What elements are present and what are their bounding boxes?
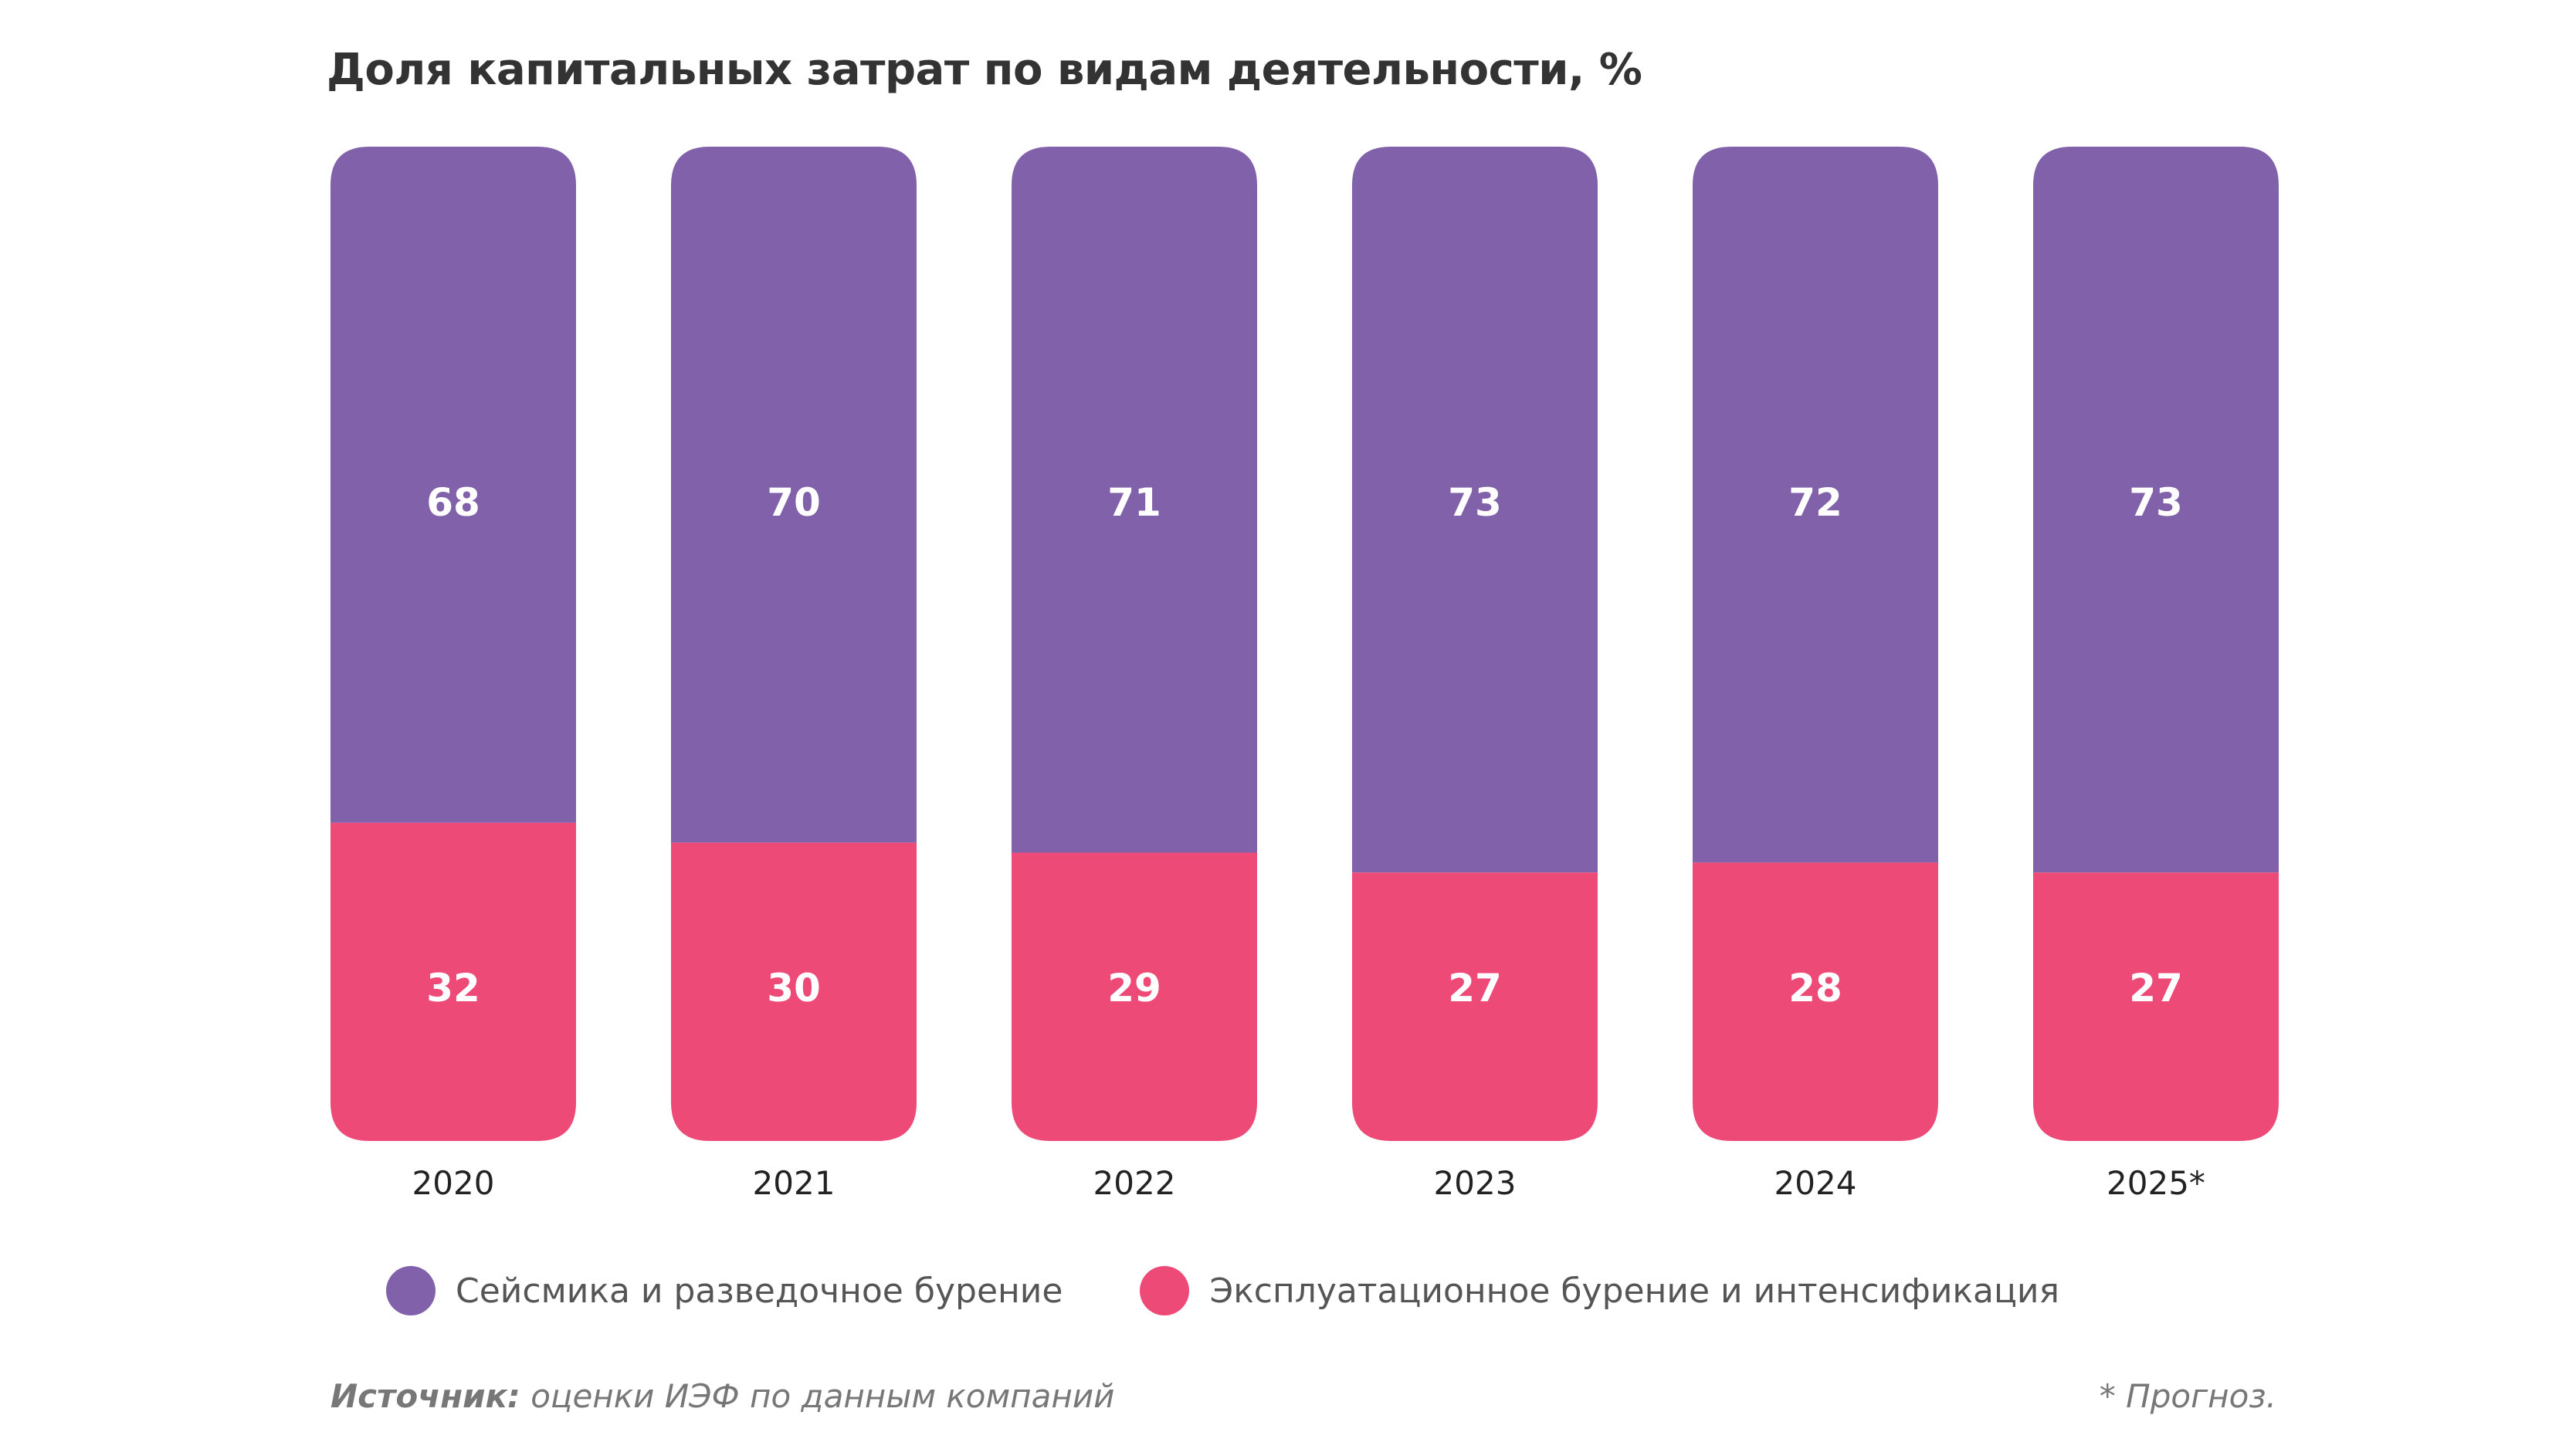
bar-seismic-1 [671,147,917,843]
bar-label-seismic-3: 73 [1448,480,1502,525]
legend-label-production: Эксплуатационное бурение и интенсификаци… [1209,1271,2059,1311]
source-text: оценки ИЭФ по данным компаний [530,1377,1115,1415]
x-tick-label-0: 2020 [412,1164,495,1202]
bar-seismic-5 [2033,147,2279,873]
bar-label-seismic-5: 73 [2129,480,2183,525]
x-tick-label-4: 2024 [1774,1164,1857,1202]
bar-seismic-2 [1012,147,1257,853]
bar-production-3 [1352,872,1598,1141]
forecast-note: * Прогноз. [2099,1377,2276,1415]
legend-swatch-production [1140,1266,1190,1315]
x-tick-label-2: 2022 [1093,1164,1176,1202]
bar-label-production-5: 27 [2129,966,2183,1011]
bar-label-production-2: 29 [1107,966,1161,1011]
legend-label-seismic: Сейсмика и разведочное бурение [456,1271,1063,1311]
stacked-bar-chart: 68 32 2020 70 30 2021 71 29 2022 73 27 2023 72 28 2024… [330,147,2279,1202]
bar-production-5 [2033,872,2279,1141]
x-tick-label-1: 2021 [753,1164,836,1202]
bar-label-production-3: 27 [1448,966,1502,1011]
chart-title: Доля капитальных затрат по видам деятель… [327,45,1642,95]
bar-label-seismic-0: 68 [426,480,480,525]
bar-seismic-0 [330,147,576,823]
legend-item-seismic: Сейсмика и разведочное бурение [386,1266,1063,1315]
legend-swatch-seismic [386,1266,436,1315]
bar-label-seismic-1: 70 [767,480,821,525]
bar-production-0 [330,822,576,1141]
x-tick-label-5: 2025* [2107,1164,2205,1202]
x-tick-label-3: 2023 [1434,1164,1517,1202]
bar-seismic-4 [1693,147,1938,863]
source-label: Источник: [330,1377,520,1415]
source-note: Источник: оценки ИЭФ по данным компаний [330,1377,1114,1415]
bar-production-4 [1693,862,1938,1141]
bar-label-seismic-4: 72 [1788,480,1842,525]
bar-label-production-1: 30 [767,966,821,1011]
bar-label-seismic-2: 71 [1107,480,1161,525]
bar-label-production-4: 28 [1788,966,1842,1011]
bar-seismic-3 [1352,147,1598,873]
bar-label-production-0: 32 [426,966,480,1011]
bar-production-1 [671,842,917,1141]
legend: Сейсмика и разведочное бурение Эксплуата… [386,1266,2059,1315]
legend-item-production: Эксплуатационное бурение и интенсификаци… [1140,1266,2059,1315]
bar-production-2 [1012,852,1257,1141]
